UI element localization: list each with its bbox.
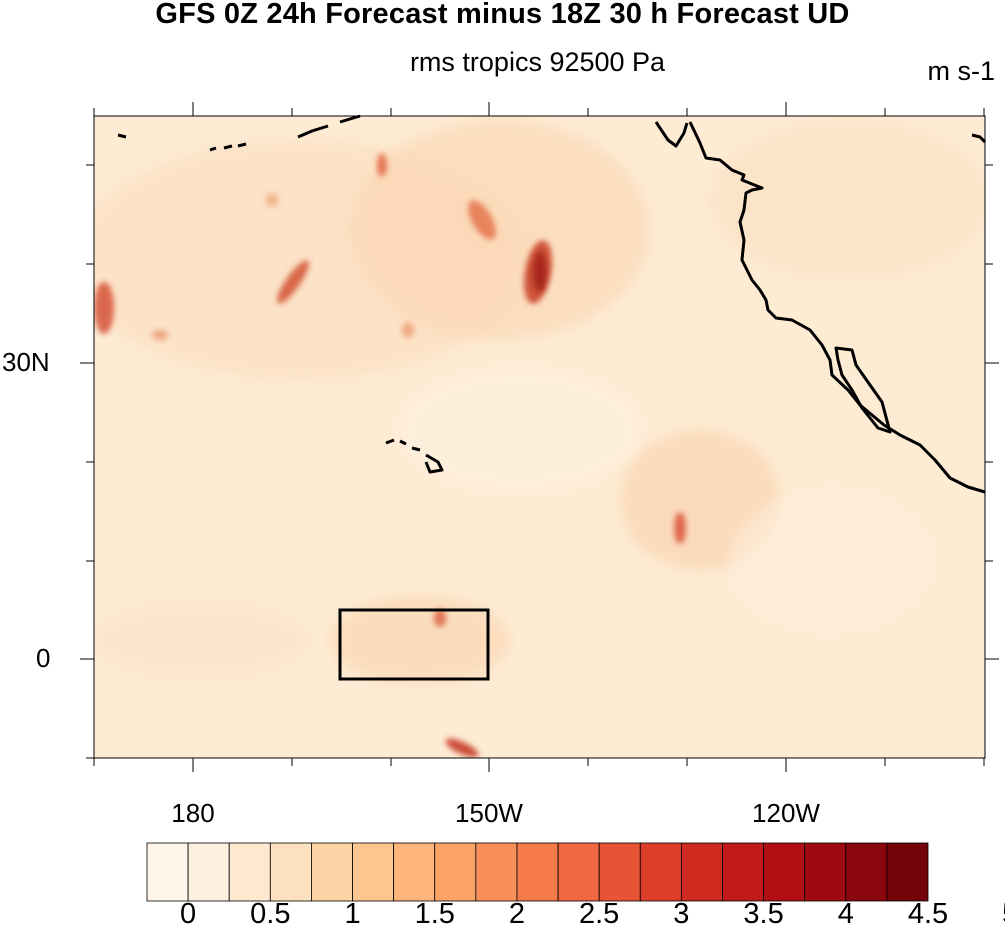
colorbar-label: 4 [837, 898, 854, 930]
colorbar-swatch [434, 842, 477, 902]
colorbar-label: 3 [673, 898, 690, 930]
lat-label-0: 0 [36, 643, 51, 673]
colorbar [146, 842, 929, 902]
colorbar-label: 1 [344, 898, 361, 930]
map-subtitle: rms tropics 92500 Pa [409, 47, 666, 77]
map-title: GFS 0Z 24h Forecast minus 18Z 30 h Forec… [155, 0, 850, 30]
colorbar-swatch [639, 842, 682, 902]
colorbar-swatch [845, 842, 888, 902]
colorbar-swatch [516, 842, 559, 902]
colorbar-swatch [146, 842, 189, 902]
axis-ticks [80, 102, 999, 772]
colorbar-label: 2.5 [578, 898, 620, 930]
colorbar-label: 4.5 [907, 898, 949, 930]
colorbar-label: 0 [180, 898, 197, 930]
colorbar-swatch [228, 842, 271, 902]
colorbar-swatch [598, 842, 641, 902]
colorbar-label: 3.5 [743, 898, 784, 930]
map-frame [93, 115, 986, 759]
alaska-coastline-fragment [971, 133, 987, 144]
island-chain-west [117, 114, 361, 152]
colorbar-swatch [722, 842, 764, 902]
region-box [338, 608, 490, 681]
baja-california-coastline [834, 346, 892, 434]
coastlines [117, 114, 987, 494]
colorbar-label: 0.5 [250, 898, 291, 930]
field-shading [94, 120, 985, 758]
colorbar-swatch [557, 842, 600, 902]
hawaii-coastline [385, 438, 444, 474]
colorbar-label: 5 [1002, 898, 1005, 931]
colorbar-swatch [269, 842, 312, 902]
lat-label-30n: 30N [2, 347, 50, 377]
lon-label-150w: 150W [455, 798, 523, 828]
lon-label-180: 180 [171, 798, 215, 828]
colorbar-swatch [886, 842, 929, 902]
colorbar-swatch [311, 842, 353, 902]
lon-label-120w: 120W [752, 798, 820, 828]
colorbar-swatch [475, 842, 518, 902]
colorbar-label: 2 [508, 898, 526, 930]
units-label: m s-1 [927, 56, 996, 86]
north-america-coastline [654, 121, 986, 494]
colorbar-swatch [804, 842, 847, 902]
colorbar-swatch [352, 842, 395, 902]
colorbar-swatch [763, 842, 806, 902]
colorbar-swatch [393, 842, 436, 902]
colorbar-swatch [187, 842, 230, 902]
colorbar-label: 1.5 [414, 898, 455, 930]
colorbar-swatch [680, 842, 723, 902]
